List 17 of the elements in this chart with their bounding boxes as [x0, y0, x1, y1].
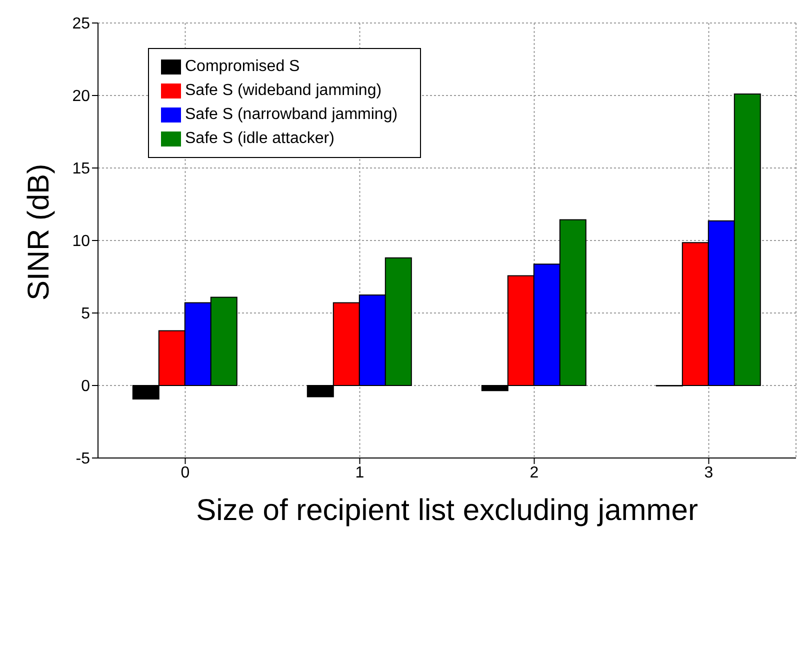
y-tick-label: 20	[72, 88, 90, 106]
y-axis-title: SINR (dB)	[22, 164, 56, 300]
y-tick-label: 0	[81, 378, 90, 396]
legend-label: Compromised S	[185, 58, 300, 75]
x-axis-title: Size of recipient list excluding jammer	[196, 494, 698, 527]
y-tick-label: 25	[72, 16, 90, 33]
x-tick-label: 1	[355, 464, 364, 482]
x-tick-label: 0	[180, 464, 190, 482]
x-tick-label: 2	[530, 464, 539, 482]
y-tick-label: 10	[72, 233, 90, 250]
legend-label: Safe S (narrowband jamming)	[185, 106, 398, 123]
legend-label: Safe S (idle attacker)	[185, 130, 334, 147]
y-tick-label: 5	[81, 306, 90, 323]
y-tick-label: 15	[72, 160, 90, 178]
y-tick-label: -5	[76, 450, 90, 468]
x-tick-label: 3	[704, 464, 714, 482]
legend-label: Safe S (wideband jamming)	[185, 82, 382, 99]
